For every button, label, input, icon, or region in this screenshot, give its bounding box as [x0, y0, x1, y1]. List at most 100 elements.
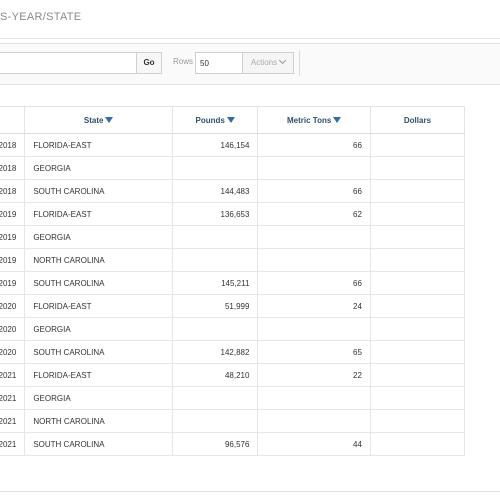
sort-desc-icon — [226, 116, 235, 123]
cell-pounds — [171, 248, 259, 272]
table-row: 2019 SOUTH CAROLINA 145,211 66 — [0, 271, 466, 295]
chevron-down-icon — [279, 56, 287, 65]
column-header-pounds[interactable]: Pounds — [171, 106, 259, 134]
cell-pounds: 144,483 — [171, 179, 259, 203]
cell-dollars — [369, 248, 466, 272]
cell-pounds — [171, 156, 259, 180]
cell-dollars — [369, 225, 466, 249]
cell-year: 2021 — [0, 386, 26, 410]
cell-dollars — [369, 179, 466, 203]
column-header-dollars[interactable]: Dollars — [369, 106, 466, 134]
table-row: 2020 FLORIDA-EAST 51,999 24 — [0, 294, 466, 318]
cell-dollars — [369, 409, 466, 433]
cell-dollars — [369, 294, 466, 318]
actions-label: Actions — [250, 58, 278, 67]
cell-year: 2018 — [0, 133, 26, 157]
cell-year: 2019 — [0, 225, 26, 249]
cell-pounds — [171, 409, 259, 433]
cell-metric-tons: 65 — [257, 340, 371, 364]
cell-metric-tons: 66 — [257, 271, 371, 295]
table-row: 2019 GEORGIA — [0, 225, 466, 249]
cell-state: FLORIDA-EAST — [24, 294, 173, 318]
column-header-year[interactable] — [0, 106, 26, 134]
cell-state: GEORGIA — [24, 225, 173, 249]
column-header-label: Metric Tons — [287, 115, 332, 125]
search-input[interactable] — [0, 52, 143, 74]
column-header-metric-tons[interactable]: Metric Tons — [257, 106, 371, 134]
column-header-state[interactable]: State — [24, 106, 173, 134]
table-row: 2021 SOUTH CAROLINA 96,576 44 — [0, 432, 466, 456]
report-toolbar: Go Rows Actions — [0, 44, 500, 85]
table-header-row: State Pounds Metric Tons Dollars — [0, 106, 466, 134]
table-row: 2020 GEORGIA — [0, 317, 466, 341]
cell-state: SOUTH CAROLINA — [24, 179, 173, 203]
cell-metric-tons: 66 — [257, 133, 371, 157]
cell-pounds — [171, 225, 259, 249]
cell-dollars — [369, 432, 466, 456]
cell-dollars — [369, 386, 466, 410]
table-body: 2018 FLORIDA-EAST 146,154 66 2018 GEORGIA 2018… — [0, 133, 466, 456]
report-region: Go Rows Actions State Pounds Metric Tons — [0, 43, 500, 492]
cell-dollars — [369, 133, 466, 157]
cell-dollars — [369, 202, 466, 226]
cell-state: SOUTH CAROLINA — [24, 271, 173, 295]
sort-desc-icon — [105, 116, 114, 123]
cell-metric-tons — [257, 317, 371, 341]
cell-pounds: 145,211 — [171, 271, 259, 295]
cell-pounds: 96,576 — [171, 432, 259, 456]
cell-year: 2018 — [0, 179, 26, 203]
table-row: 2018 SOUTH CAROLINA 144,483 66 — [0, 179, 466, 203]
cell-metric-tons — [257, 156, 371, 180]
cell-state: GEORGIA — [24, 156, 173, 180]
toolbar-divider — [299, 50, 300, 76]
cell-metric-tons — [257, 225, 371, 249]
cell-year: 2018 — [0, 156, 26, 180]
cell-metric-tons — [257, 386, 371, 410]
column-header-label: State — [83, 115, 104, 125]
table-row: 2021 GEORGIA — [0, 386, 466, 410]
cell-year: 2019 — [0, 248, 26, 272]
cell-state: GEORGIA — [24, 317, 173, 341]
cell-year: 2020 — [0, 340, 26, 364]
column-header-label: Pounds — [195, 115, 225, 125]
cell-pounds: 51,999 — [171, 294, 259, 318]
cell-dollars — [369, 317, 466, 341]
column-header-label: Dollars — [403, 115, 432, 125]
cell-state: FLORIDA-EAST — [24, 133, 173, 157]
cell-state: NORTH CAROLINA — [24, 409, 173, 433]
go-button[interactable]: Go — [136, 52, 162, 74]
sort-desc-icon — [333, 116, 342, 123]
rows-select[interactable] — [195, 52, 245, 74]
table-row: 2019 FLORIDA-EAST 136,653 62 — [0, 202, 466, 226]
cell-pounds: 48,210 — [171, 363, 259, 387]
cell-pounds: 146,154 — [171, 133, 259, 157]
cell-dollars — [369, 363, 466, 387]
cell-state: SOUTH CAROLINA — [24, 432, 173, 456]
cell-year: 2020 — [0, 294, 26, 318]
rows-label: Rows — [173, 57, 194, 66]
cell-dollars — [369, 271, 466, 295]
report-table: State Pounds Metric Tons Dollars 2018 FLO… — [0, 106, 466, 456]
cell-dollars — [369, 156, 466, 180]
cell-state: FLORIDA-EAST — [24, 202, 173, 226]
cell-pounds — [171, 386, 259, 410]
cell-year: 2021 — [0, 432, 26, 456]
title-bar: S-YEAR/STATE — [0, 0, 500, 39]
cell-year: 2020 — [0, 317, 26, 341]
actions-button[interactable]: Actions — [242, 52, 294, 74]
cell-year: 2019 — [0, 202, 26, 226]
cell-metric-tons — [257, 248, 371, 272]
table-row: 2018 GEORGIA — [0, 156, 466, 180]
cell-state: NORTH CAROLINA — [24, 248, 173, 272]
table-row: 2021 FLORIDA-EAST 48,210 22 — [0, 363, 466, 387]
cell-metric-tons: 62 — [257, 202, 371, 226]
cell-metric-tons: 66 — [257, 179, 371, 203]
cell-state: SOUTH CAROLINA — [24, 340, 173, 364]
page-title: S-YEAR/STATE — [0, 11, 82, 23]
cell-pounds — [171, 317, 259, 341]
cell-state: GEORGIA — [24, 386, 173, 410]
cell-metric-tons: 44 — [257, 432, 371, 456]
cell-pounds: 142,882 — [171, 340, 259, 364]
cell-year: 2019 — [0, 271, 26, 295]
